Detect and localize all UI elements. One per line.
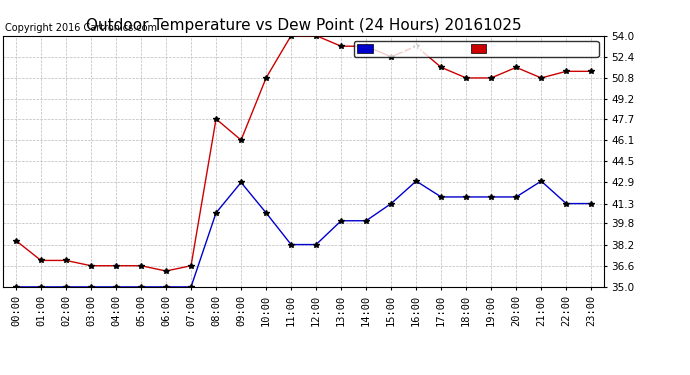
Text: Copyright 2016 Cartronics.com: Copyright 2016 Cartronics.com — [5, 23, 157, 33]
Title: Outdoor Temperature vs Dew Point (24 Hours) 20161025: Outdoor Temperature vs Dew Point (24 Hou… — [86, 18, 522, 33]
Legend: Dew Point (°F), Temperature (°F): Dew Point (°F), Temperature (°F) — [354, 41, 598, 57]
